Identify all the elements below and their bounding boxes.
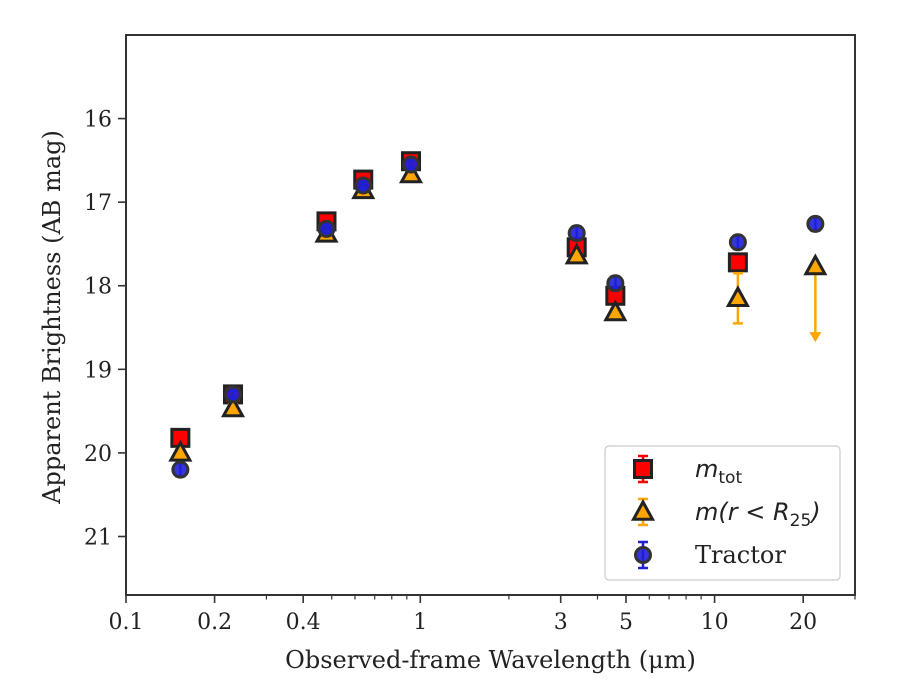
legend-label: mtot <box>695 455 742 488</box>
data-point <box>567 224 586 243</box>
data-point <box>806 214 825 233</box>
series-triangle <box>168 161 828 462</box>
y-tick-label: 16 <box>84 108 112 133</box>
x-tick-label: 0.4 <box>286 610 321 635</box>
x-tick-label: 3 <box>554 610 568 635</box>
x-tick-label: 0.2 <box>197 610 232 635</box>
data-point <box>402 155 421 174</box>
legend-entry: m(r < R25) <box>630 497 821 531</box>
y-tick-label: 21 <box>84 525 112 550</box>
data-point <box>606 274 625 293</box>
data-point <box>171 460 190 479</box>
data-point <box>603 299 628 322</box>
upper-limit-arrowhead <box>809 332 822 343</box>
data-point <box>354 176 373 195</box>
y-axis-label: Apparent Brightness (AB mag) <box>38 130 66 505</box>
series-square <box>170 151 748 448</box>
x-tick-label: 5 <box>619 610 633 635</box>
series-layer <box>168 151 828 479</box>
legend-label: Tractor <box>695 541 786 569</box>
legend-box <box>604 445 841 581</box>
y-tick-label: 19 <box>84 358 112 383</box>
x-tick-label: 20 <box>789 610 817 635</box>
y-tick-label: 17 <box>84 191 112 216</box>
data-point <box>725 285 750 307</box>
legend-entry: Tractor <box>634 540 786 570</box>
x-tick-label: 10 <box>701 610 729 635</box>
x-tick-label: 0.1 <box>109 610 144 635</box>
legend-marker <box>630 498 656 521</box>
data-point <box>727 252 748 273</box>
y-tick-label: 20 <box>84 442 112 467</box>
x-tick-label: 1 <box>413 610 427 635</box>
series-circle <box>171 155 825 479</box>
data-point <box>317 219 336 238</box>
y-tick-label: 18 <box>84 275 112 300</box>
data-point <box>220 395 246 418</box>
data-point <box>803 253 828 276</box>
legend-label: m(r < R25) <box>695 498 821 531</box>
plot-frame <box>125 34 856 596</box>
data-point <box>168 439 193 462</box>
legend: mtot m(r < R25) Tractor <box>604 445 841 581</box>
ticks-layer: 0.1 0.2 0.4 1 3 5 10 20 16 17 18 19 20 21 <box>84 108 856 635</box>
legend-entry: mtot <box>633 454 742 488</box>
x-axis-label: Observed-frame Wavelength (μm) <box>285 646 696 674</box>
legend-marker <box>634 546 652 564</box>
data-point <box>564 242 589 265</box>
legend-marker <box>633 459 653 479</box>
data-point <box>224 385 243 404</box>
data-point <box>728 233 747 252</box>
